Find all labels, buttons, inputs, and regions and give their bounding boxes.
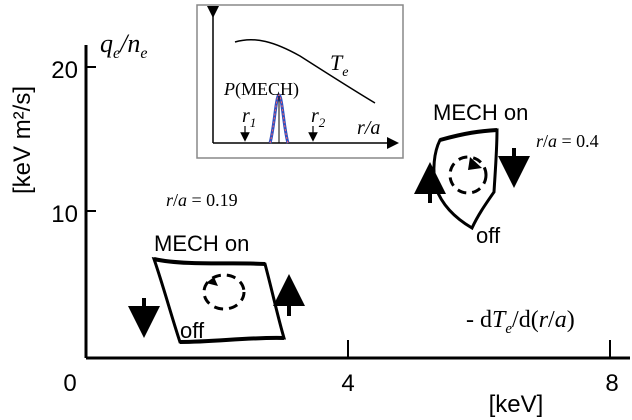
- loop-ra-04-radius-label: r/a = 0.4: [536, 131, 599, 151]
- loop-ra-019-off-label: off: [180, 318, 205, 343]
- x-axis-unit-label: [keV]: [489, 391, 544, 418]
- y-corner-label: qe/ne: [100, 29, 147, 62]
- inset-panel: Te P(MECH) r1 r2 r/a: [197, 5, 403, 158]
- loop-ra-019-top-edge: [154, 259, 265, 264]
- x-tick-label-0: 0: [63, 370, 76, 397]
- loop-ra-04-inner-cycle: [450, 157, 486, 193]
- y-tick-label-10: 10: [51, 201, 78, 228]
- loop-ra-019-on-label: MECH on: [154, 231, 249, 256]
- x-tick-label-8: 8: [605, 370, 618, 397]
- loop-ra-019-radius-label: r/a = 0.19: [166, 190, 238, 210]
- loop-ra-04-off-label: off: [476, 223, 501, 248]
- inset-axis-label: r/a: [357, 117, 380, 139]
- loop-ra-04: MECH on off r/a = 0.4: [430, 100, 599, 248]
- x-expression-label: - dTe/d(r/a): [466, 307, 575, 337]
- loop-ra-019-cycle-arrow: [206, 277, 218, 286]
- loop-ra-04-top-edge: [440, 130, 497, 140]
- inset-power-label: P(MECH): [223, 79, 299, 100]
- y-tick-label-20: 20: [51, 57, 78, 84]
- loop-ra-04-on-label: MECH on: [433, 100, 528, 125]
- loop-ra-04-outline: [434, 130, 497, 228]
- y-axis-label: [keV m²/s]: [9, 86, 36, 194]
- x-tick-label-4: 4: [341, 370, 354, 397]
- loop-ra-019: MECH on off r/a = 0.19: [144, 190, 289, 343]
- loop-ra-019-outline: [154, 259, 284, 342]
